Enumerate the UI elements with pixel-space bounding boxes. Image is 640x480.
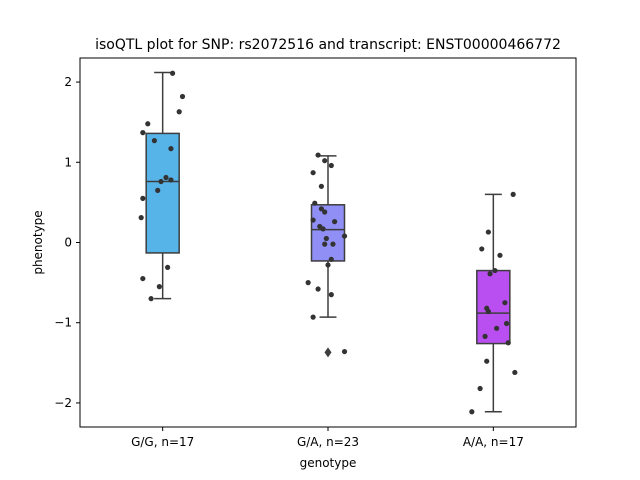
data-point (512, 369, 518, 376)
box-group-1 (145, 71, 180, 300)
y-tick-label: −1 (54, 316, 72, 330)
data-point (328, 256, 334, 262)
data-point (497, 252, 503, 258)
data-point (322, 241, 328, 247)
data-point (156, 284, 162, 290)
points-group-3 (469, 191, 518, 415)
data-point (323, 235, 329, 242)
data-point (485, 229, 491, 235)
y-tick-label: 0 (64, 236, 72, 250)
data-point (315, 152, 321, 158)
box-group-2 (310, 155, 346, 358)
data-point (163, 174, 169, 181)
y-tick-label: 1 (64, 155, 72, 169)
data-point (487, 271, 493, 277)
data-point (469, 409, 475, 415)
data-point (341, 348, 348, 355)
data-point (148, 296, 154, 302)
data-point (485, 308, 491, 315)
y-axis-ticks: 2 1 0 −1 −2 (54, 75, 80, 410)
data-point (477, 385, 483, 392)
data-point (165, 264, 171, 270)
data-point (168, 146, 174, 152)
points-group-1 (138, 70, 186, 302)
data-point (140, 195, 146, 201)
data-point (140, 130, 146, 136)
data-point (484, 358, 490, 364)
data-point (310, 217, 316, 223)
data-point (317, 223, 323, 230)
data-point (138, 215, 144, 221)
data-point (140, 275, 146, 282)
data-point (310, 314, 316, 320)
data-point (479, 246, 485, 252)
chart-title: isoQTL plot for SNP: rs2072516 and trans… (95, 37, 561, 53)
data-point (176, 109, 182, 115)
plot-area (138, 70, 518, 415)
data-point (494, 325, 500, 331)
data-point (341, 233, 348, 239)
data-point (151, 138, 157, 144)
data-point (179, 93, 186, 100)
data-point (322, 158, 328, 164)
data-point (310, 170, 316, 176)
data-point (322, 209, 328, 215)
y-tick-label: −2 (54, 396, 72, 410)
data-point (482, 333, 488, 339)
data-point (318, 183, 324, 189)
y-tick-label: 2 (64, 75, 72, 89)
x-tick-label: A/A, n=17 (463, 435, 524, 449)
data-point (328, 162, 334, 169)
data-point (315, 286, 321, 292)
data-point (168, 177, 174, 183)
box (145, 132, 180, 254)
box-group-3 (476, 193, 511, 413)
box (476, 269, 511, 345)
data-point (492, 267, 498, 274)
data-point (330, 241, 336, 247)
data-point (505, 340, 511, 346)
x-axis-label: genotype (300, 456, 357, 470)
data-point (510, 191, 516, 197)
data-point (158, 178, 164, 185)
data-point (155, 187, 161, 193)
data-point (332, 219, 338, 225)
y-axis-label: phenotype (31, 210, 45, 274)
data-point (502, 300, 508, 306)
data-point (169, 70, 176, 76)
x-tick-label: G/A, n=23 (297, 435, 359, 449)
x-tick-label: G/G, n=17 (131, 435, 194, 449)
data-point (318, 206, 324, 212)
data-point (312, 200, 318, 206)
data-point (328, 292, 334, 298)
data-point (305, 280, 311, 286)
data-point (325, 262, 331, 268)
data-point (145, 121, 151, 127)
data-point (503, 320, 510, 327)
points-group-2 (305, 152, 348, 355)
outlier-marker (324, 347, 332, 358)
box (310, 204, 346, 262)
x-axis-ticks: G/G, n=17 G/A, n=23 A/A, n=17 (131, 427, 524, 449)
